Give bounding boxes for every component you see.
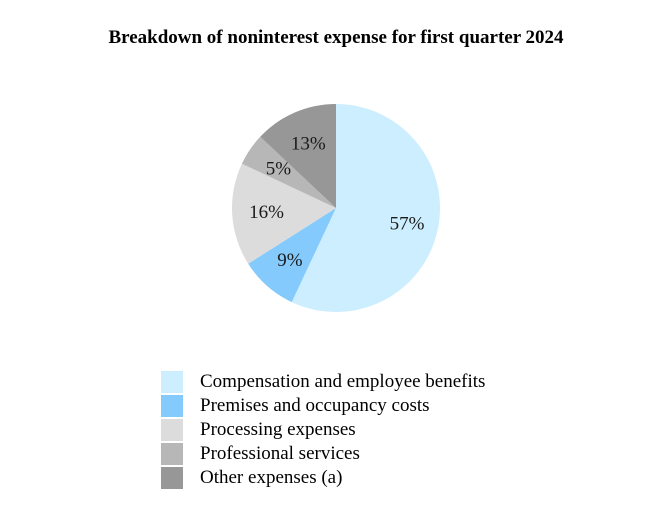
legend-swatch-processing (161, 419, 183, 441)
pie-label-processing: 16% (249, 202, 284, 223)
pie-slice-premises (248, 208, 336, 303)
legend-item-processing: Processing expenses (161, 418, 485, 442)
legend: Compensation and employee benefits Premi… (161, 370, 485, 490)
pie-label-compensation: 57% (390, 213, 425, 234)
legend-swatch-premises (161, 395, 183, 417)
legend-item-compensation: Compensation and employee benefits (161, 370, 485, 394)
pie-label-other: 13% (291, 134, 326, 155)
pie-label-premises: 9% (277, 250, 303, 271)
legend-item-professional: Professional services (161, 442, 485, 466)
legend-label-professional: Professional services (200, 443, 360, 464)
pie-slice-processing (232, 163, 336, 264)
pie-slice-compensation (291, 104, 441, 313)
pie-slice-professional (241, 136, 336, 208)
legend-label-compensation: Compensation and employee benefits (200, 371, 486, 392)
legend-item-premises: Premises and occupancy costs (161, 394, 485, 418)
pie-chart: 57% 9% 16% 5% 13% (232, 104, 441, 313)
legend-label-processing: Processing expenses (200, 419, 356, 440)
legend-label-premises: Premises and occupancy costs (200, 395, 430, 416)
chart-title: Breakdown of noninterest expense for fir… (108, 27, 564, 48)
legend-swatch-compensation (161, 371, 183, 393)
pie-slice-other (260, 104, 336, 208)
pie-label-professional: 5% (266, 158, 292, 179)
legend-swatch-professional (161, 443, 183, 465)
legend-label-other: Other expenses (a) (200, 467, 343, 488)
legend-item-other: Other expenses (a) (161, 466, 485, 490)
legend-swatch-other (161, 467, 183, 489)
